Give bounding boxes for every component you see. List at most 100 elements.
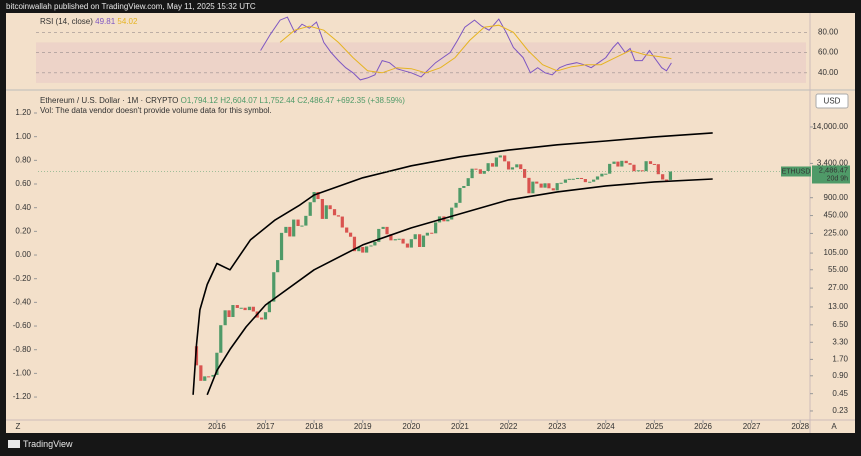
published: bitcoinwallah published on TradingView.c…: [6, 2, 256, 11]
x-tick-label: 2024: [597, 422, 615, 431]
candle: [304, 215, 308, 226]
candle: [450, 207, 454, 220]
candle: [207, 376, 211, 378]
candle: [425, 232, 429, 236]
candle: [466, 178, 470, 187]
candle: [361, 246, 365, 253]
candle: [612, 161, 616, 164]
candle: [377, 228, 381, 242]
candle: [231, 305, 235, 318]
candle: [608, 163, 612, 174]
candle: [199, 365, 203, 381]
candle: [381, 226, 385, 229]
symbol-title: Ethereum / U.S. Dollar · 1M · CRYPTO: [40, 96, 178, 105]
candle: [243, 307, 247, 311]
rsi-title: RSI (14, close) 49.81 54.02: [40, 17, 138, 26]
candle: [235, 305, 239, 308]
candle: [624, 160, 628, 164]
candle: [474, 168, 478, 170]
y2-tick-label: -0.80: [13, 345, 32, 354]
candle: [531, 181, 535, 194]
ohlc: O1,794.12: [181, 96, 219, 105]
candle: [535, 181, 539, 184]
candle: [506, 161, 511, 170]
badge-symbol-text: ETHUSD: [782, 168, 811, 175]
y-tick-label: 13.00: [828, 302, 849, 311]
candle: [288, 226, 292, 237]
badge-symbol: [781, 166, 811, 177]
y2-tick-label: 0.20: [15, 226, 31, 235]
candle: [320, 199, 324, 219]
candle: [628, 163, 632, 165]
candle: [555, 183, 559, 191]
candle: [567, 178, 571, 180]
candle: [482, 170, 486, 174]
candle: [247, 306, 252, 311]
y-tick-label: 27.00: [828, 283, 849, 292]
candle: [227, 310, 231, 318]
x-tick-label: 2028: [791, 422, 809, 431]
candle: [409, 239, 413, 248]
candle: [430, 232, 434, 234]
currency-button[interactable]: [815, 93, 849, 109]
candle: [316, 192, 320, 200]
rsi-band: [36, 42, 806, 83]
candle: [559, 182, 563, 184]
candle: [324, 205, 328, 219]
y2-tick-label: -0.20: [13, 274, 32, 283]
scale-button[interactable]: Z: [16, 422, 21, 431]
y-tick-label: 0.90: [832, 371, 848, 380]
candle: [616, 161, 620, 167]
candle: [389, 234, 393, 241]
candle: [648, 161, 653, 164]
candle: [539, 183, 543, 188]
rsi-line: [279, 24, 672, 74]
y-tick-label: 1.70: [832, 355, 848, 364]
x-tick-label: 2025: [645, 422, 663, 431]
candle: [296, 219, 300, 227]
candle: [571, 178, 575, 180]
candle: [413, 234, 417, 240]
candle: [328, 205, 332, 210]
candle: [661, 174, 665, 180]
currency[interactable]: USD: [824, 97, 841, 106]
y2-tick-label: 0.60: [15, 179, 31, 188]
candle: [263, 312, 268, 320]
candle: [494, 157, 499, 167]
candle: [632, 164, 636, 172]
candle: [522, 169, 527, 178]
change: +692.35 (+38.59%): [336, 96, 405, 105]
ohlc: C2,486.47: [297, 96, 334, 105]
channel-curve: [192, 132, 713, 395]
candle: [405, 243, 410, 248]
y-tick-label: 6.50: [832, 320, 848, 329]
candle: [312, 192, 316, 203]
candle: [515, 164, 519, 168]
y-tick-label: 55.00: [828, 265, 849, 274]
y2-tick-label: -0.40: [13, 297, 32, 306]
candle: [279, 232, 284, 261]
candle: [636, 170, 640, 172]
candle: [490, 163, 495, 167]
candle: [417, 234, 422, 247]
scale-button[interactable]: A: [831, 422, 837, 431]
candle: [373, 241, 377, 246]
candle: [600, 173, 604, 177]
candle: [292, 219, 296, 237]
candle: [203, 376, 207, 381]
y-tick-label: 80.00: [818, 27, 839, 36]
candle: [620, 160, 624, 167]
y2-tick-label: -0.60: [13, 321, 32, 330]
candle: [644, 161, 648, 172]
candle: [340, 216, 344, 228]
candle: [336, 215, 341, 217]
candle: [332, 209, 337, 216]
y-tick-label: 60.00: [818, 48, 839, 57]
candle: [527, 177, 531, 194]
x-tick-label: 2022: [500, 422, 518, 431]
candle: [583, 179, 587, 183]
header: Ethereum / U.S. Dollar · 1M · CRYPTO O1,…: [40, 96, 405, 105]
badge-price-text: 2,486.47: [819, 165, 848, 174]
candle: [462, 186, 466, 188]
